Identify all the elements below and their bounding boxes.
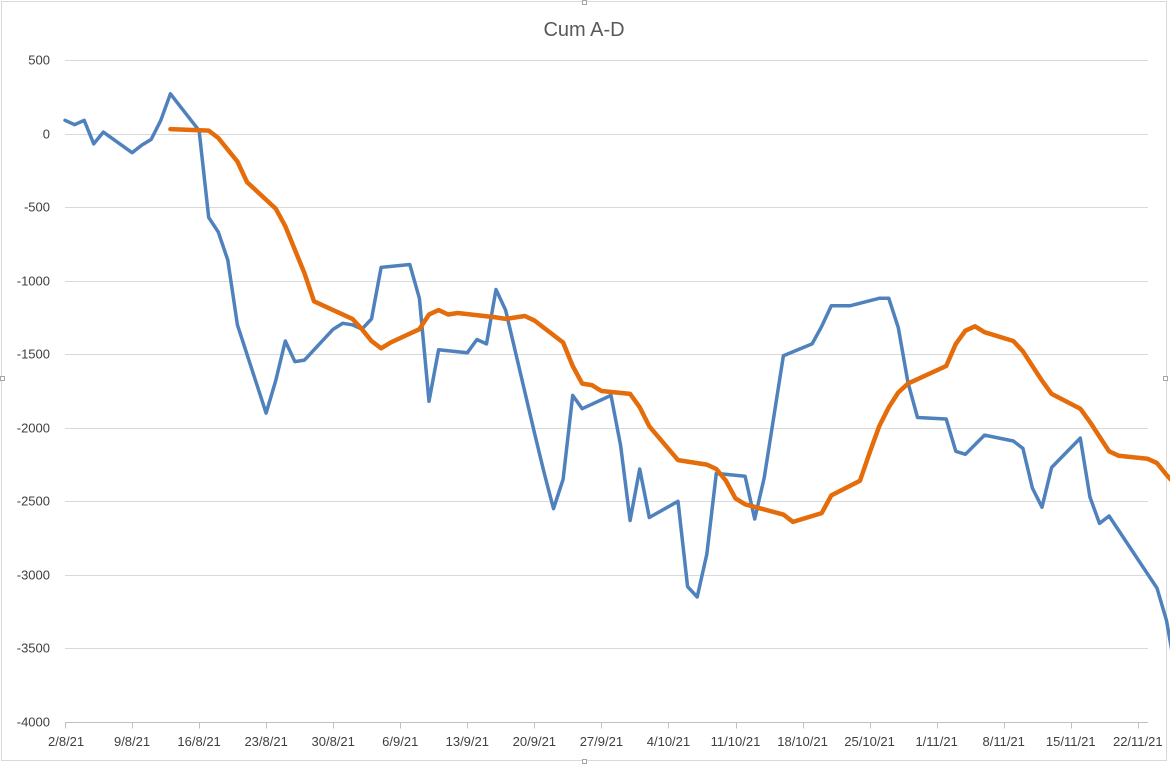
x-tick-label: 11/10/21 (711, 734, 761, 749)
y-tick-label: -1000 (17, 274, 50, 289)
x-tick-label: 13/9/21 (446, 734, 489, 749)
y-tick-label: -3500 (17, 641, 50, 656)
series-line-orange (168, 126, 1170, 525)
y-tick-label: -500 (24, 200, 50, 215)
series-line-blue (63, 92, 1170, 651)
resize-handle-right[interactable] (1163, 376, 1168, 381)
x-tick-label: 4/10/21 (647, 734, 690, 749)
x-tick-label: 20/9/21 (513, 734, 556, 749)
resize-handle-left[interactable] (0, 376, 5, 381)
x-tick-label: 6/9/21 (382, 734, 418, 749)
chart-title: Cum A-D (543, 19, 624, 41)
y-axis-labels: 500 0 -500 -1000 -1500 -2000 -2500 -3000 -3500 -4… (17, 53, 50, 730)
x-axis: 2/8/21 9/8/21 16/8/21 23/8/21 30/8/21 6/9/21 1… (48, 722, 1163, 749)
y-tick-label: 0 (43, 127, 50, 142)
x-tick-label: 2/8/21 (48, 734, 84, 749)
x-tick-label: 25/10/21 (844, 734, 895, 749)
x-tick-label: 18/10/21 (777, 734, 828, 749)
x-tick-label: 30/8/21 (312, 734, 355, 749)
y-tick-label: -4000 (17, 715, 50, 730)
gridlines (65, 60, 1148, 649)
y-tick-label: -2000 (17, 421, 50, 436)
x-tick-label: 8/11/21 (982, 734, 1024, 749)
y-tick-label: -3000 (17, 568, 50, 583)
x-tick-label: 9/8/21 (114, 734, 150, 749)
x-tick-label: 27/9/21 (580, 734, 623, 749)
x-tick-label: 1/11/21 (915, 734, 957, 749)
x-tick-label: 23/8/21 (244, 734, 287, 749)
x-tick-label: 15/11/21 (1046, 734, 1096, 749)
series-lines (63, 92, 1170, 651)
x-tick-label: 16/8/21 (177, 734, 220, 749)
y-tick-label: 500 (28, 53, 50, 68)
y-tick-label: -2500 (17, 494, 50, 509)
y-tick-label: -1500 (17, 347, 50, 362)
resize-handle-top[interactable] (582, 0, 587, 5)
x-tick-label: 22/11/21 (1113, 734, 1163, 749)
